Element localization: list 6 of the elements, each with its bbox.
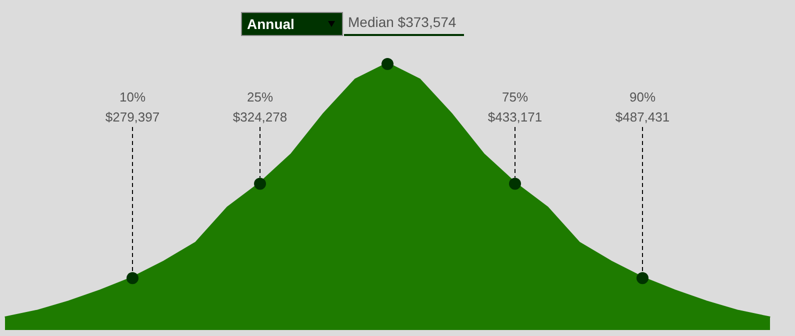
annotation: 75% $433,171 xyxy=(488,90,542,125)
chart-title: Median $373,574 xyxy=(344,12,464,36)
chart-subtitle: Annual xyxy=(247,16,294,32)
annotation: 25% $324,278 xyxy=(232,90,288,125)
annotation: 10% $279,397 xyxy=(105,90,160,125)
annotation: 90% $487,431 xyxy=(615,90,670,125)
